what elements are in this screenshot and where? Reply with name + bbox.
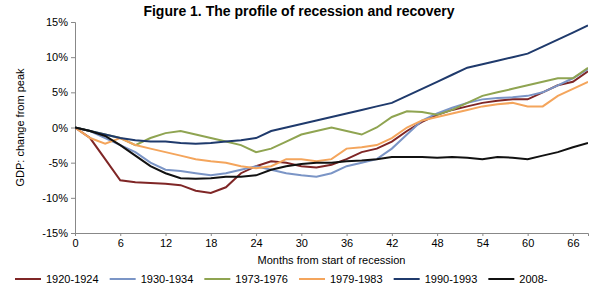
y-tick: 5% <box>52 86 75 98</box>
x-tick: 6 <box>118 233 124 249</box>
legend-swatch <box>110 278 136 280</box>
x-axis-title: Months from start of recession <box>258 254 406 266</box>
x-tick: 42 <box>386 233 398 249</box>
legend-swatch <box>299 278 325 280</box>
legend-item: 2008- <box>488 273 547 285</box>
series-line <box>75 128 588 179</box>
x-tick-mark <box>256 233 257 236</box>
legend-item: 1930-1934 <box>110 273 194 285</box>
title: Figure 1. The profile of recession and r… <box>143 3 454 19</box>
x-tick-label: 36 <box>341 237 353 249</box>
y-tick-label: 10% <box>46 51 68 63</box>
legend-item: 1920-1924 <box>15 273 99 285</box>
x-tick: 48 <box>431 233 443 249</box>
x-tick: 24 <box>250 233 262 249</box>
x-tick: 12 <box>160 233 172 249</box>
x-axis: 0 6 12 18 24 30 36 42 48 54 60 66 <box>72 233 588 249</box>
legend: 1920-1924 1930-1934 1973-1976 1979-1983 1990… <box>15 273 548 285</box>
y-tick-mark <box>71 92 75 93</box>
x-tick: 66 <box>567 233 579 249</box>
series-line <box>75 82 588 169</box>
x-tick-label: 30 <box>296 237 308 249</box>
x-tick: 36 <box>341 233 353 249</box>
y-tick: -5% <box>48 157 75 169</box>
x-tick-label: 6 <box>118 237 124 249</box>
legend-swatch <box>204 278 230 280</box>
x-tick-label: 18 <box>205 237 217 249</box>
y-tick-mark <box>71 198 75 199</box>
series-line <box>75 69 588 177</box>
chart: Figure 1. The profile of recession and r… <box>0 0 598 298</box>
x-tick-mark <box>392 233 393 236</box>
y-tick-mark <box>71 22 75 23</box>
legend-swatch <box>394 278 420 280</box>
legend-label: 1990-1993 <box>425 273 478 285</box>
x-tick-mark <box>166 233 167 236</box>
y-tick-label: 5% <box>52 86 68 98</box>
y-axis-line <box>71 23 76 234</box>
legend-label: 1973-1976 <box>235 273 288 285</box>
y-tick: -15% <box>42 227 75 239</box>
y-tick-label: -15% <box>42 227 68 239</box>
y-tick-label: 15% <box>46 16 68 28</box>
x-tick-label: 0 <box>72 237 78 249</box>
x-tick-label: 42 <box>386 237 398 249</box>
y-axis: -15% -10% -5% 0% 5% 10% 15% <box>42 16 75 239</box>
x-tick-label: 60 <box>522 237 534 249</box>
legend-label: 1979-1983 <box>330 273 383 285</box>
legend-item: 1979-1983 <box>299 273 383 285</box>
y-axis-title: GDP: change from peak <box>14 68 26 187</box>
x-tick-label: 24 <box>250 237 262 249</box>
x-tick: 18 <box>205 233 217 249</box>
y-tick-mark <box>71 233 75 234</box>
x-tick-mark <box>211 233 212 236</box>
y-tick: -10% <box>42 192 75 204</box>
y-tick-mark <box>71 163 75 164</box>
legend-swatch <box>488 278 514 280</box>
x-tick: 0 <box>72 233 78 249</box>
legend-item: 1973-1976 <box>204 273 288 285</box>
legend-label: 1930-1934 <box>141 273 194 285</box>
x-tick-mark <box>528 233 529 236</box>
legend-label: 1920-1924 <box>46 273 99 285</box>
x-tick-mark <box>75 233 76 236</box>
y-tick-label: -5% <box>48 157 68 169</box>
x-tick-mark <box>573 233 574 236</box>
x-tick-label: 12 <box>160 237 172 249</box>
y-tick: 0% <box>52 122 75 134</box>
legend-item: 1990-1993 <box>394 273 478 285</box>
x-tick-mark <box>437 233 438 236</box>
series-line <box>75 26 588 144</box>
y-tick-label: 0% <box>52 122 68 134</box>
x-tick: 54 <box>477 233 489 249</box>
y-tick-label: -10% <box>42 192 68 204</box>
x-tick: 30 <box>296 233 308 249</box>
x-tick-label: 48 <box>431 237 443 249</box>
y-tick-mark <box>71 57 75 58</box>
y-tick: 15% <box>46 16 75 28</box>
x-tick-label: 66 <box>567 237 579 249</box>
x-tick-mark <box>347 233 348 236</box>
legend-swatch <box>15 278 41 280</box>
legend-label: 2008- <box>519 273 547 285</box>
x-tick-mark <box>120 233 121 236</box>
lines <box>75 26 588 193</box>
x-tick: 60 <box>522 233 534 249</box>
x-tick-label: 54 <box>477 237 489 249</box>
series-line <box>75 68 588 152</box>
x-tick-mark <box>301 233 302 236</box>
y-tick: 10% <box>46 51 75 63</box>
x-tick-mark <box>482 233 483 236</box>
y-tick-mark <box>71 128 75 129</box>
x-axis-line <box>76 234 589 237</box>
